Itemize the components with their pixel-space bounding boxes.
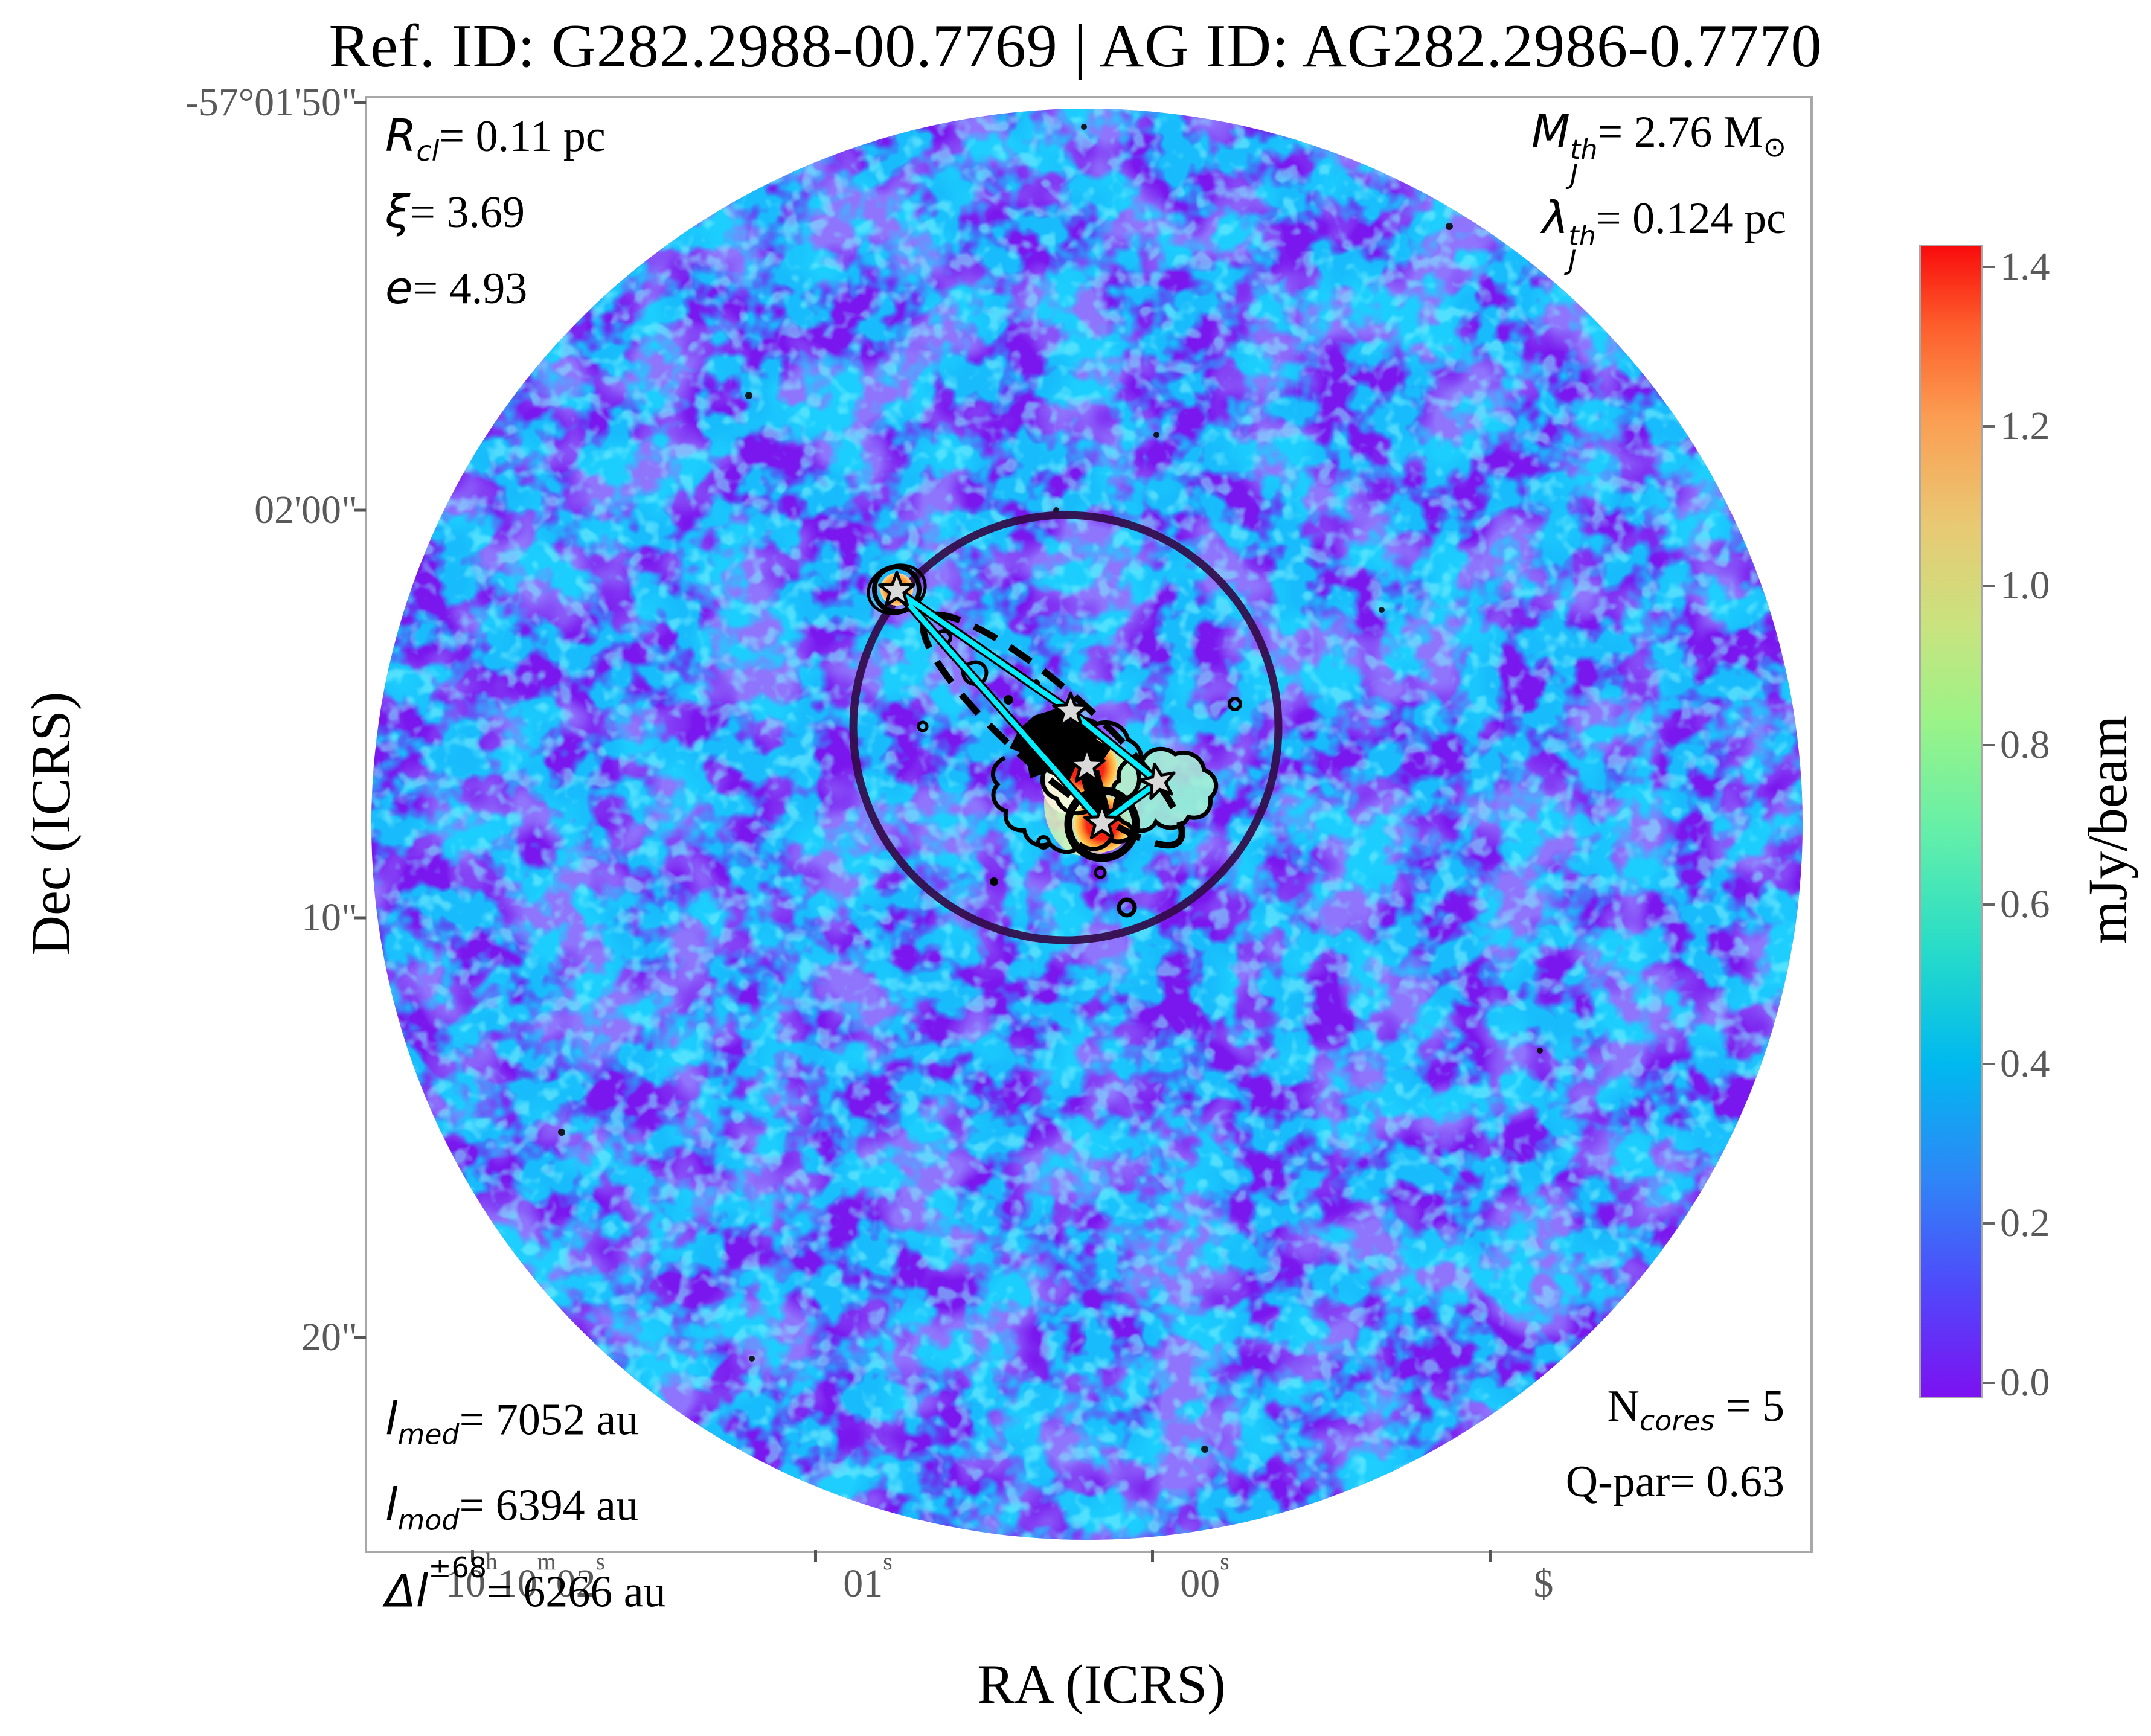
x-tick-label-2: 00s — [1180, 1548, 1229, 1606]
annotation-rcl: Rcl= 0.11 pc — [385, 110, 606, 167]
colorbar-tick-mark — [1983, 585, 1995, 587]
figure-title: Ref. ID: G282.2988-00.7769 | AG ID: AG28… — [329, 12, 1822, 80]
x-tick-mark — [471, 1550, 474, 1562]
colorbar-tick-mark — [1983, 266, 1995, 268]
sky-map-canvas — [371, 109, 1803, 1540]
star-marker — [1138, 763, 1176, 800]
colorbar-tick-7: 0.0 — [2000, 1360, 2050, 1404]
colorbar-tick-mark — [1983, 425, 1995, 428]
annotation-lmod: lmod= 6394 au — [385, 1479, 639, 1537]
annotation-e: e= 4.93 — [385, 261, 528, 314]
colorbar-tick-1: 1.2 — [2000, 404, 2050, 448]
colorbar-tick-mark — [1983, 1222, 1995, 1225]
colorbar — [1919, 245, 1983, 1398]
colorbar-tick-6: 0.2 — [2000, 1201, 2050, 1245]
colorbar-tick-2: 1.0 — [2000, 563, 2050, 607]
colorbar-tick-3: 0.8 — [2000, 723, 2050, 767]
annotation-ncores: Ncores = 5 — [1607, 1382, 1784, 1437]
annotation-xi: ξ= 3.69 — [385, 185, 525, 238]
annotation-lmed: lmed= 7052 au — [385, 1393, 639, 1451]
annotation-top-left: Rcl= 0.11 pc ξ= 3.69 e= 4.93 — [385, 106, 606, 333]
x-axis-label: RA (ICRS) — [977, 1653, 1226, 1715]
noise-contour-dots — [558, 124, 1543, 1453]
annotation-dl68: Δl±68= 6266 au — [385, 1551, 666, 1618]
annotation-qpar: Q-par= 0.63 — [1565, 1456, 1784, 1507]
y-tick-label-0: -57°01'50" — [185, 80, 357, 124]
star-marker — [1083, 803, 1121, 839]
star-marker — [1068, 746, 1106, 783]
x-tick-mark — [1489, 1550, 1492, 1562]
colorbar-tick-mark — [1983, 744, 1995, 746]
core-star-markers — [878, 571, 1176, 839]
plot-area — [365, 96, 1813, 1553]
y-tick-label-3: 20" — [301, 1315, 357, 1359]
annotation-bottom-right: Ncores = 5 Q-par= 0.63 — [1566, 1376, 1784, 1527]
x-tick-label-1: 01s — [843, 1548, 893, 1606]
cluster-dashed-ellipse — [920, 611, 1185, 849]
x-tick-label-0: 10h10m02s — [446, 1548, 605, 1606]
annotation-bottom-left: lmed= 7052 au lmod= 6394 au Δl±68= 6266 … — [385, 1379, 666, 1637]
y-tick-label-2: 10" — [301, 895, 357, 940]
y-tick-label-1: 02'00" — [254, 488, 357, 532]
x-tick-label-3: $ — [1533, 1561, 1554, 1606]
colorbar-tick-0: 1.4 — [2000, 245, 2050, 289]
mst-edges — [892, 586, 1163, 828]
colorbar-tick-4: 0.6 — [2000, 882, 2050, 926]
y-tick-mark — [354, 101, 366, 104]
colorbar-tick-mark — [1983, 903, 1995, 906]
star-marker — [1052, 691, 1089, 728]
colorbar-tick-5: 0.4 — [2000, 1042, 2050, 1086]
colorbar-tick-mark — [1983, 1382, 1995, 1384]
annotation-jeans-length: λ th J = 0.124 pc — [1542, 191, 1786, 277]
y-axis-label: Dec (ICRS) — [20, 691, 82, 956]
y-tick-mark — [354, 916, 366, 920]
colorbar-tick-mark — [1983, 1063, 1995, 1065]
x-tick-mark — [1151, 1550, 1154, 1562]
y-tick-mark — [354, 1336, 366, 1339]
x-tick-mark — [814, 1550, 817, 1562]
colorbar-label: mJy/beam — [2077, 715, 2138, 944]
search-radius-circle — [849, 511, 1283, 944]
y-tick-mark — [354, 508, 366, 512]
star-marker — [878, 571, 915, 607]
